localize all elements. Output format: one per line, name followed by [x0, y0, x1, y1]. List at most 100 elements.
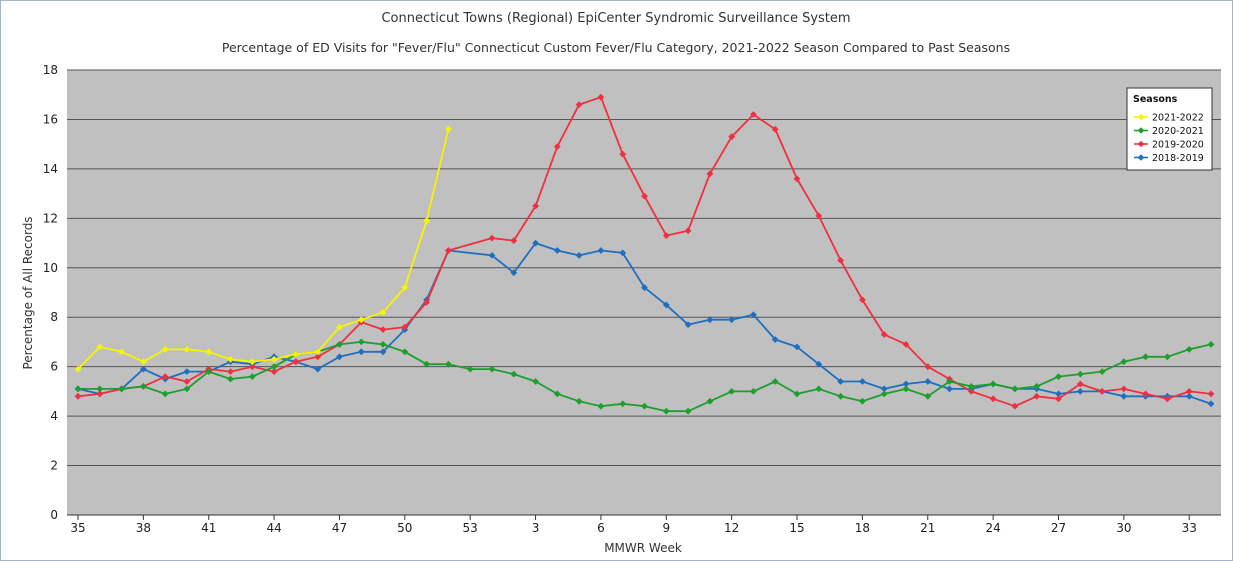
- data-point: [1120, 358, 1128, 366]
- data-point: [967, 383, 975, 390]
- data-point: [357, 338, 365, 346]
- data-point: [989, 380, 997, 388]
- data-point: [270, 368, 278, 375]
- data-point: [74, 392, 82, 400]
- data-point: [597, 247, 605, 254]
- data-point: [227, 355, 234, 363]
- data-point: [227, 368, 234, 375]
- data-point: [1164, 353, 1171, 361]
- data-point: [118, 385, 125, 393]
- data-point: [510, 269, 518, 277]
- data-point: [1076, 370, 1084, 378]
- data-point: [401, 348, 409, 356]
- data-point: [248, 363, 256, 371]
- data-point: [488, 252, 496, 259]
- x-tick-label: 30: [1116, 521, 1131, 535]
- data-point: [1120, 392, 1128, 400]
- legend-label: 2021-2022: [1152, 113, 1204, 124]
- data-point: [1207, 400, 1215, 408]
- data-point: [924, 363, 932, 371]
- y-axis-title: Percentage of All Records: [21, 216, 35, 369]
- data-point: [532, 202, 539, 210]
- y-tick-label: 4: [50, 409, 58, 423]
- data-point: [575, 101, 583, 108]
- data-point: [1055, 373, 1062, 380]
- x-tick-label: 27: [1051, 521, 1066, 535]
- data-point: [357, 348, 365, 356]
- series-line: [77, 129, 450, 370]
- data-point: [532, 378, 539, 385]
- data-point: [815, 385, 823, 393]
- data-point: [575, 397, 583, 405]
- x-tick-label: 15: [789, 521, 804, 535]
- data-point: [96, 385, 104, 393]
- data-point: [205, 368, 213, 375]
- data-point: [96, 343, 104, 351]
- data-point: [510, 237, 518, 244]
- x-tick-label: 3: [532, 521, 540, 535]
- x-tick-label: 12: [724, 521, 739, 535]
- y-tick-label: 18: [43, 63, 58, 77]
- y-tick-label: 10: [43, 261, 58, 275]
- series-2021-2022: [74, 125, 452, 373]
- data-point: [488, 365, 496, 373]
- data-point: [379, 348, 387, 356]
- y-tick-label: 0: [50, 508, 58, 522]
- x-tick-label: 47: [332, 521, 347, 535]
- x-tick-label: 53: [463, 521, 478, 535]
- data-point: [401, 323, 409, 331]
- data-point: [1076, 380, 1084, 388]
- data-point: [1055, 390, 1062, 398]
- data-point: [553, 143, 561, 150]
- data-point: [248, 358, 256, 366]
- data-point: [140, 383, 147, 390]
- data-point: [837, 392, 844, 400]
- data-point: [684, 321, 692, 328]
- data-point: [662, 301, 670, 309]
- data-point: [205, 348, 213, 356]
- y-tick-label: 12: [43, 211, 58, 225]
- x-tick-label: 44: [266, 521, 281, 535]
- legend: Seasons 2021-2022 2020-2021 2019-2020 2018-…: [1126, 87, 1213, 171]
- x-tick-label: 41: [201, 521, 216, 535]
- data-point: [1076, 388, 1084, 395]
- data-point: [575, 252, 583, 259]
- legend-title: Seasons: [1133, 94, 1178, 105]
- series-line: [77, 96, 1212, 408]
- data-point: [379, 326, 387, 333]
- data-point: [1142, 353, 1149, 361]
- y-tick-label: 8: [50, 310, 58, 324]
- data-point: [684, 407, 692, 415]
- data-point: [924, 378, 932, 385]
- plot-area: [67, 70, 1221, 515]
- x-tick-label: 50: [397, 521, 412, 535]
- data-point: [1120, 385, 1128, 393]
- data-point: [118, 348, 125, 356]
- x-tick-label: 33: [1182, 521, 1197, 535]
- data-point: [445, 247, 452, 254]
- data-point: [423, 217, 430, 225]
- data-point: [379, 308, 387, 316]
- data-point: [967, 388, 975, 395]
- data-point: [1142, 390, 1149, 398]
- data-point: [227, 375, 234, 383]
- data-point: [837, 257, 844, 264]
- data-point: [924, 392, 932, 400]
- x-axis-title: MMWR Week: [604, 541, 682, 555]
- data-point: [183, 346, 191, 353]
- data-point: [989, 395, 997, 403]
- y-tick-label: 14: [43, 162, 58, 176]
- chart-title: Connecticut Towns (Regional) EpiCenter S…: [381, 11, 850, 26]
- y-tick-label: 6: [50, 360, 58, 374]
- data-point: [248, 373, 256, 380]
- data-point: [336, 341, 343, 348]
- data-point: [750, 111, 757, 118]
- chart-subtitle: Percentage of ED Visits for "Fever/Flu" …: [222, 40, 1010, 55]
- data-point: [96, 390, 104, 398]
- x-axis-ticks: 35 38 41 44 47 50 53 3 6 9 12 15 18 21 24 27 30 33: [67, 514, 1221, 535]
- data-point: [1164, 395, 1171, 403]
- data-point: [423, 299, 430, 306]
- legend-items: 2021-2022 2020-2021 2019-2020 2018-2019: [1134, 113, 1204, 164]
- data-point: [74, 385, 82, 393]
